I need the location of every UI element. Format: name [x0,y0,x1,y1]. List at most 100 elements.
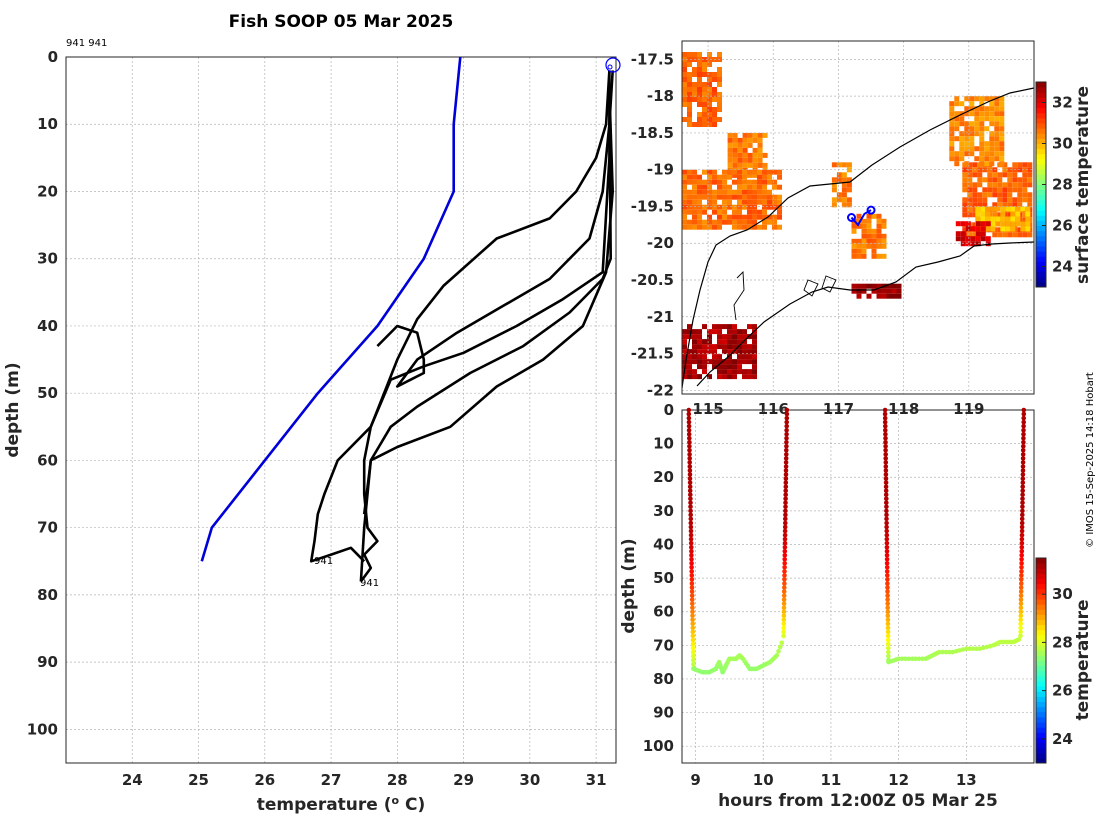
map-sst-cell [702,82,707,87]
transect-point [885,621,891,627]
map-sst-cell [757,184,762,190]
map-sst-cell [995,206,1001,212]
map-sst-cell [722,324,727,330]
transect-point [689,581,695,586]
transect-y-tick-8: 80 [653,670,674,688]
map-sst-cell [891,283,897,289]
map-sst-cell [772,219,777,225]
map-sst-cell [964,96,970,102]
map-sst-cell [866,238,872,244]
transect-point [784,427,789,433]
map-sst-cell [876,228,882,234]
map-sst-cell [707,344,712,350]
transect-point [782,569,787,574]
map-colorbar-step [1036,92,1046,98]
map-sst-cell [979,121,985,127]
map-colorbar-step [1036,82,1046,88]
map-sst-cell [682,214,687,220]
map-sst-cell [737,157,743,163]
transect-point [1020,452,1026,457]
map-sst-cell [846,182,852,188]
map-sst-cell [697,364,702,370]
map-sst-cell [980,206,986,212]
map-sst-cell [752,214,757,220]
map-sst-cell [989,156,995,162]
map-sst-cell [682,77,687,82]
map-sst-cell [997,212,1003,218]
map-colorbar-step [1036,271,1046,278]
map-sst-cell [985,216,991,222]
map-sst-cell [861,243,867,249]
map-sst-cell [999,96,1005,102]
map-sst-cell [682,97,687,102]
map-sst-cell [762,189,767,195]
map-sst-cell [757,169,762,175]
map-sst-cell [702,107,707,112]
map-sst-cell [687,199,692,205]
map-sst-cell [979,106,985,112]
map-sst-cell [737,334,742,340]
map-sst-cell [886,293,892,299]
map-sst-cell [861,248,867,254]
map-sst-cell [702,209,707,215]
map-sst-cell [752,137,758,143]
map-sst-cell [712,344,717,350]
map-sst-cell [962,197,968,203]
map-sst-cell [722,359,727,365]
transect-point [689,548,694,554]
map-sst-cell [747,344,752,350]
map-sst-cell [692,189,697,195]
map-sst-cell [697,354,702,360]
transect-colorbar-step [1036,604,1046,610]
transect-point [687,468,693,473]
transect-point [690,633,696,639]
map-sst-cell [707,57,712,62]
map-sst-cell [1012,177,1018,183]
map-sst-cell [732,224,737,230]
map-sst-cell [772,199,777,205]
map-sst-cell [1007,202,1013,208]
map-sst-cell [697,189,702,195]
map-sst-cell [687,122,692,127]
map-track-start [846,213,856,222]
map-sst-cell [687,349,692,355]
transect-point [1021,427,1026,433]
map-sst-cell [959,131,965,137]
transect-point [781,629,786,635]
map-sst-cell [962,202,968,208]
map-sst-cell [707,117,712,122]
map-sst-cell [712,174,717,180]
map-sst-cell [757,152,763,158]
map-sst-cell [876,213,882,219]
map-sst-cell [707,339,712,345]
map-sst-cell [707,174,712,180]
map-sst-cell [979,111,985,117]
map-sst-cell [682,62,687,67]
map-sst-cell [752,169,757,175]
map-sst-cell [727,162,733,168]
map-sst-cell [994,101,1000,107]
transect-point [1020,508,1025,514]
map-y-tick-7: -21 [647,308,674,326]
map-sst-cell [984,96,990,102]
profile-annotation-1: 941 [314,556,333,567]
map-y-tick-4: -19.5 [631,197,674,215]
map-sst-cell [1012,172,1018,178]
map-sst-cell [727,169,732,175]
transect-point [883,492,889,498]
map-sst-cell [959,146,965,152]
map-sst-cell [962,182,968,188]
map-sst-cell [737,179,742,185]
map-sst-cell [762,174,767,180]
map-x-tick-2: 117 [823,400,854,418]
map-sst-cell [1017,192,1023,198]
map-sst-cell [727,199,732,205]
transect-colorbar-step [1036,675,1046,682]
map-sst-cell [954,136,960,142]
map-sst-cell [717,194,722,200]
map-sst-cell [712,199,717,205]
map-sst-cell [747,374,752,380]
map-sst-cell [747,369,752,375]
transect-point [783,472,789,477]
map-sst-cell [682,199,687,205]
